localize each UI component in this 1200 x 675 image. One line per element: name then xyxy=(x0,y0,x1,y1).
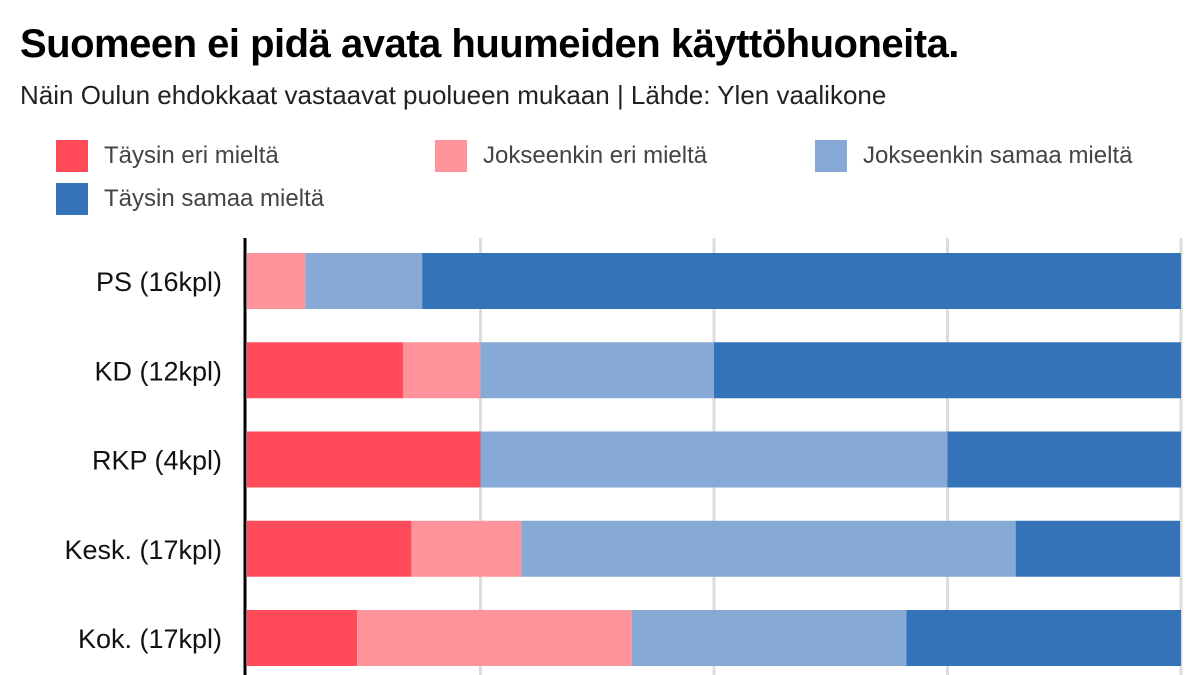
bar-taysin-eri-2 xyxy=(247,431,481,488)
bar-taysin-samaa-2 xyxy=(947,431,1181,488)
bar-jokseenkin-eri-4 xyxy=(357,610,632,666)
bar-jokseenkin-eri-1 xyxy=(402,342,481,399)
category-label-4: Kok. (17kpl) xyxy=(78,624,222,654)
legend-item-taysin-eri: Täysin eri mieltä xyxy=(56,139,279,173)
legend-swatch-taysin-eri xyxy=(56,140,88,172)
category-label-1: KD (12kpl) xyxy=(94,356,222,386)
legend-item-jokseenkin-eri: Jokseenkin eri mieltä xyxy=(435,139,707,173)
legend-item-jokseenkin-samaa: Jokseenkin samaa mieltä xyxy=(815,139,1132,173)
bar-taysin-eri-1 xyxy=(247,342,403,399)
legend-label-taysin-samaa: Täysin samaa mieltä xyxy=(104,185,325,212)
bar-jokseenkin-samaa-2 xyxy=(480,431,948,488)
bar-taysin-samaa-4 xyxy=(906,610,1181,666)
chart-title: Suomeen ei pidä avata huumeiden käyttöhu… xyxy=(20,22,959,66)
bar-jokseenkin-samaa-1 xyxy=(480,342,714,399)
legend-label-jokseenkin-eri: Jokseenkin eri mieltä xyxy=(483,142,708,169)
bar-jokseenkin-samaa-4 xyxy=(631,610,907,666)
legend-swatch-taysin-samaa xyxy=(56,183,88,215)
bar-taysin-samaa-0 xyxy=(422,253,1181,309)
bar-jokseenkin-eri-3 xyxy=(411,520,522,577)
bar-jokseenkin-samaa-0 xyxy=(305,253,423,309)
legend-swatch-jokseenkin-eri xyxy=(435,140,467,172)
legend-label-taysin-eri: Täysin eri mieltä xyxy=(104,142,279,169)
bar-taysin-samaa-3 xyxy=(1015,520,1181,577)
legend-swatch-jokseenkin-samaa xyxy=(815,140,847,172)
bar-jokseenkin-samaa-3 xyxy=(521,520,1016,577)
category-label-0: PS (16kpl) xyxy=(96,267,222,297)
chart-subtitle: Näin Oulun ehdokkaat vastaavat puolueen … xyxy=(20,80,887,110)
legend-label-jokseenkin-samaa: Jokseenkin samaa mieltä xyxy=(863,142,1133,169)
bar-taysin-eri-3 xyxy=(247,520,412,577)
legend-item-taysin-samaa: Täysin samaa mieltä xyxy=(56,182,324,216)
bar-taysin-samaa-1 xyxy=(714,342,1181,399)
bar-jokseenkin-eri-0 xyxy=(247,253,306,309)
category-label-2: RKP (4kpl) xyxy=(92,446,222,476)
category-label-3: Kesk. (17kpl) xyxy=(64,535,222,565)
bar-taysin-eri-4 xyxy=(247,610,358,666)
